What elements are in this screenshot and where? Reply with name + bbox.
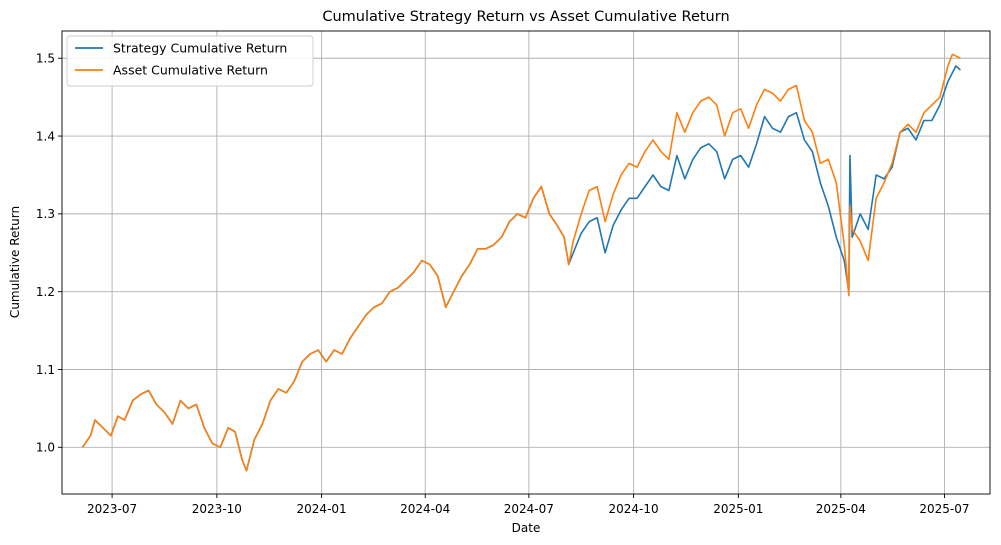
y-axis-title: Cumulative Return	[8, 206, 22, 318]
series-lines	[81, 53, 961, 472]
legend: Strategy Cumulative Return Asset Cumulat…	[66, 35, 314, 87]
plot-area-frame	[61, 30, 991, 495]
y-axis-ticks: 1.0 1.1 1.2 1.3 1.4 1.5	[36, 52, 62, 455]
x-tick-label: 2025-04	[816, 502, 866, 516]
legend-box	[66, 35, 314, 87]
x-tick-label: 2025-01	[713, 502, 763, 516]
x-axis-ticks: 2023-07 2023-10 2024-01 2024-04 2024-07 2024-…	[87, 494, 970, 516]
y-tick-label: 1.1	[36, 363, 55, 377]
x-tick-label: 2024-10	[609, 502, 659, 516]
x-axis-title: Date	[512, 521, 541, 535]
x-tick-label: 2023-07	[87, 502, 137, 516]
series-line-strategy	[81, 65, 961, 472]
grid-lines	[62, 31, 990, 494]
x-tick-label: 2023-10	[192, 502, 242, 516]
x-tick-label: 2025-07	[919, 502, 969, 516]
y-tick-label: 1.3	[36, 207, 55, 221]
legend-label-strategy: Strategy Cumulative Return	[113, 41, 287, 56]
y-tick-label: 1.2	[36, 285, 55, 299]
y-tick-label: 1.5	[36, 52, 55, 66]
chart-title: Cumulative Strategy Return vs Asset Cumu…	[322, 9, 729, 25]
y-tick-label: 1.4	[36, 129, 55, 143]
x-tick-label: 2024-01	[297, 502, 347, 516]
series-line-asset	[81, 53, 961, 472]
y-tick-label: 1.0	[36, 441, 55, 455]
x-tick-label: 2024-07	[504, 502, 554, 516]
x-tick-label: 2024-04	[400, 502, 450, 516]
legend-label-asset: Asset Cumulative Return	[113, 63, 268, 78]
